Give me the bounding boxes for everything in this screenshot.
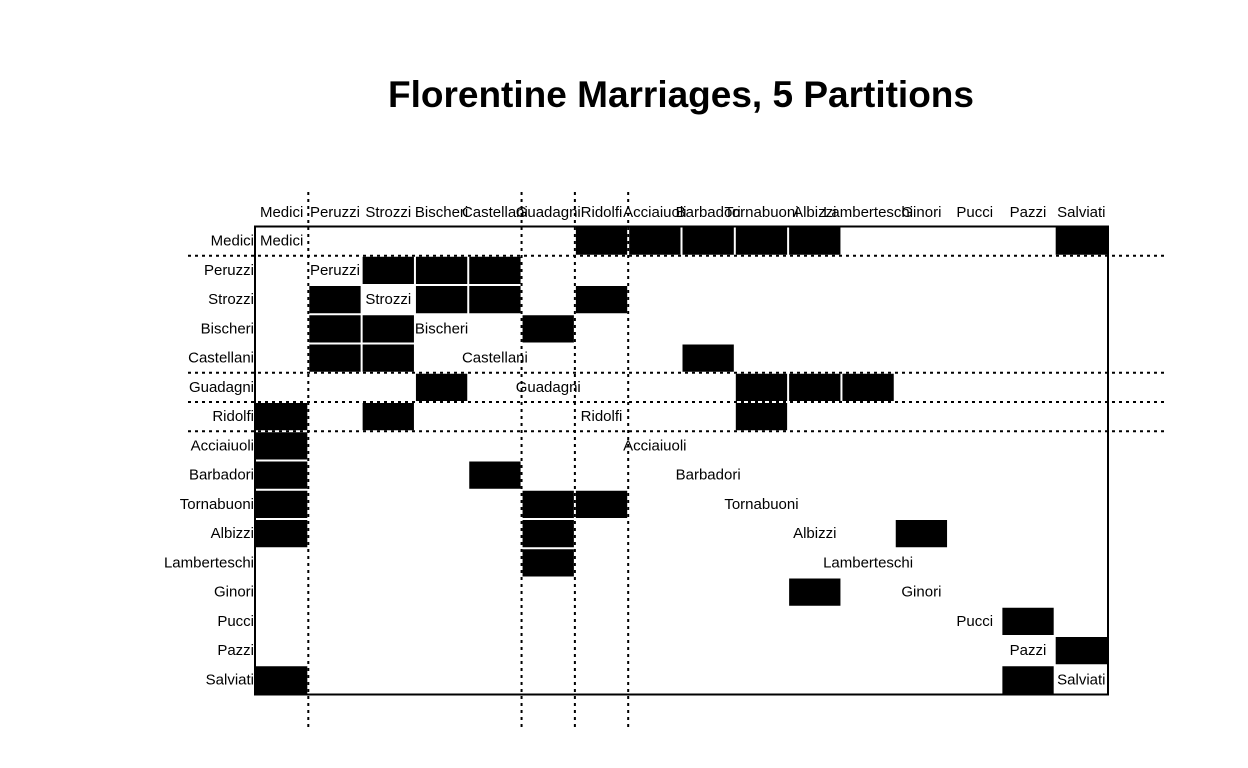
cell-ridolfi-medici (256, 403, 307, 430)
cell-guadagni-albizzi (789, 374, 840, 401)
cell-tornabuoni-medici (256, 491, 307, 518)
diagonal-label-guadagni: Guadagni (516, 379, 581, 396)
cell-bischeri-strozzi (363, 315, 414, 342)
column-label-peruzzi: Peruzzi (310, 204, 360, 221)
cell-barbadori-medici (256, 462, 307, 489)
row-label-peruzzi: Peruzzi (204, 262, 254, 279)
column-label-pazzi: Pazzi (1010, 204, 1047, 221)
diagonal-label-ridolfi: Ridolfi (581, 408, 623, 425)
cell-peruzzi-strozzi (363, 257, 414, 284)
diagonal-label-albizzi: Albizzi (793, 525, 836, 542)
diagonal-label-strozzi: Strozzi (365, 291, 411, 308)
column-label-guadagni: Guadagni (516, 204, 581, 221)
cell-ginori-albizzi (789, 579, 840, 606)
row-labels: Medici Peruzzi Strozzi Bischeri Castellani Gu… (164, 233, 254, 689)
cell-tornabuoni-guadagni (523, 491, 574, 518)
cell-medici-albizzi (789, 228, 840, 255)
diagonal-label-barbadori: Barbadori (676, 467, 741, 484)
row-label-lamberteschi: Lamberteschi (164, 554, 254, 571)
cell-guadagni-bischeri (416, 374, 467, 401)
column-label-strozzi: Strozzi (365, 204, 411, 221)
cell-barbadori-castellani (469, 462, 520, 489)
row-label-albizzi: Albizzi (211, 525, 254, 542)
diagonal-label-lamberteschi: Lamberteschi (823, 554, 913, 571)
column-label-ridolfi: Ridolfi (581, 204, 623, 221)
column-label-pucci: Pucci (956, 204, 993, 221)
cell-lamberteschi-guadagni (523, 549, 574, 576)
row-label-ginori: Ginori (214, 584, 254, 601)
cell-strozzi-bischeri (416, 286, 467, 313)
cell-guadagni-tornabuoni (736, 374, 787, 401)
diagonal-label-bischeri: Bischeri (415, 320, 468, 337)
cell-castellani-barbadori (683, 345, 734, 372)
cell-medici-tornabuoni (736, 228, 787, 255)
row-label-bischeri: Bischeri (201, 320, 254, 337)
cell-peruzzi-castellani (469, 257, 520, 284)
diagonal-label-pucci: Pucci (956, 613, 993, 630)
cell-medici-acciaiuoli (629, 228, 680, 255)
cell-albizzi-guadagni (523, 520, 574, 547)
row-label-castellani: Castellani (188, 350, 254, 367)
diagonal-label-ginori: Ginori (901, 584, 941, 601)
cell-castellani-strozzi (363, 345, 414, 372)
column-label-salviati: Salviati (1057, 204, 1105, 221)
cell-pazzi-salviati (1056, 637, 1107, 664)
column-label-bischeri: Bischeri (415, 204, 468, 221)
cell-ridolfi-tornabuoni (736, 403, 787, 430)
column-label-ginori: Ginori (901, 204, 941, 221)
row-label-pucci: Pucci (217, 613, 254, 630)
cell-acciaiuoli-medici (256, 432, 307, 459)
row-label-acciaiuoli: Acciaiuoli (191, 437, 254, 454)
cell-peruzzi-bischeri (416, 257, 467, 284)
row-label-ridolfi: Ridolfi (212, 408, 254, 425)
diagonal-label-castellani: Castellani (462, 350, 528, 367)
row-label-salviati: Salviati (206, 671, 254, 688)
cell-albizzi-ginori (896, 520, 947, 547)
cell-ridolfi-strozzi (363, 403, 414, 430)
column-label-medici: Medici (260, 204, 303, 221)
cell-medici-salviati (1056, 228, 1107, 255)
row-label-strozzi: Strozzi (208, 291, 254, 308)
cell-bischeri-guadagni (523, 315, 574, 342)
column-labels: Medici Peruzzi Strozzi BischeriCastellaniGu… (260, 204, 1106, 221)
cell-castellani-peruzzi (309, 345, 360, 372)
diagonal-label-salviati: Salviati (1057, 671, 1105, 688)
cell-guadagni-lamberteschi (842, 374, 893, 401)
cell-salviati-medici (256, 666, 307, 693)
row-label-barbadori: Barbadori (189, 467, 254, 484)
cell-tornabuoni-ridolfi (576, 491, 627, 518)
cell-medici-barbadori (683, 228, 734, 255)
cell-strozzi-castellani (469, 286, 520, 313)
column-label-tornabuoni: Tornabuoni (724, 204, 798, 221)
diagonal-label-medici: Medici (260, 233, 303, 250)
cell-albizzi-medici (256, 520, 307, 547)
cell-medici-ridolfi (576, 228, 627, 255)
cell-bischeri-peruzzi (309, 315, 360, 342)
cell-salviati-pazzi (1002, 666, 1053, 693)
diagonal-label-acciaiuoli: Acciaiuoli (623, 437, 686, 454)
row-label-medici: Medici (211, 233, 254, 250)
cell-pucci-pazzi (1002, 608, 1053, 635)
column-label-lamberteschi: Lamberteschi (823, 204, 913, 221)
cell-strozzi-ridolfi (576, 286, 627, 313)
cell-strozzi-peruzzi (309, 286, 360, 313)
diagonal-label-tornabuoni: Tornabuoni (724, 496, 798, 513)
row-label-tornabuoni: Tornabuoni (180, 496, 254, 513)
row-label-pazzi: Pazzi (217, 642, 254, 659)
row-label-guadagni: Guadagni (189, 379, 254, 396)
diagonal-label-peruzzi: Peruzzi (310, 262, 360, 279)
diagonal-label-pazzi: Pazzi (1010, 642, 1047, 659)
